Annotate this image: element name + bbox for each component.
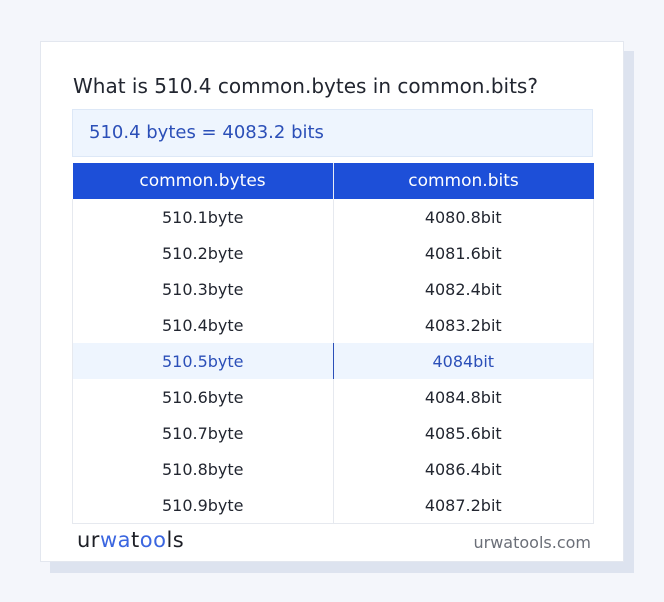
bits-cell: 4082.4bit xyxy=(332,271,594,307)
bytes-cell: 510.9byte xyxy=(72,487,334,524)
bytes-cell: 510.6byte xyxy=(72,379,334,415)
table-row: 510.6byte 4084.8bit xyxy=(72,379,594,415)
bytes-cell: 510.1byte xyxy=(72,199,334,235)
header-bits: common.bits xyxy=(332,163,594,199)
header-bytes: common.bytes xyxy=(72,163,333,199)
question-title: What is 510.4 common.bytes in common.bit… xyxy=(73,74,538,98)
table-row: 510.2byte 4081.6bit xyxy=(72,235,594,271)
table-row: 510.8byte 4086.4bit xyxy=(72,451,594,487)
bytes-cell: 510.7byte xyxy=(72,415,334,451)
bits-cell: 4080.8bit xyxy=(332,199,594,235)
site-link[interactable]: urwatools.com xyxy=(473,533,592,552)
table-row-highlighted: 510.5byte 4084bit xyxy=(72,343,594,379)
conversion-table: common.bytes common.bits 510.1byte 4080.8… xyxy=(72,163,594,524)
result-box: 510.4 bytes = 4083.2 bits xyxy=(72,109,593,157)
bytes-cell: 510.5byte xyxy=(72,343,334,379)
urwatools-logo: urwatools xyxy=(77,528,185,552)
table-row: 510.9byte 4087.2bit xyxy=(72,487,594,524)
bits-cell: 4086.4bit xyxy=(332,451,594,487)
bits-cell: 4083.2bit xyxy=(332,307,594,343)
bits-cell: 4084bit xyxy=(332,343,594,379)
bits-cell: 4081.6bit xyxy=(332,235,594,271)
bits-cell: 4087.2bit xyxy=(332,487,594,524)
bits-cell: 4085.6bit xyxy=(332,415,594,451)
bits-cell: 4084.8bit xyxy=(332,379,594,415)
bytes-cell: 510.2byte xyxy=(72,235,334,271)
bytes-cell: 510.4byte xyxy=(72,307,334,343)
bytes-cell: 510.8byte xyxy=(72,451,334,487)
table-row: 510.4byte 4083.2bit xyxy=(72,307,594,343)
bytes-cell: 510.3byte xyxy=(72,271,334,307)
table-row: 510.1byte 4080.8bit xyxy=(72,199,594,235)
converter-card: What is 510.4 common.bytes in common.bit… xyxy=(40,41,624,562)
table-row: 510.3byte 4082.4bit xyxy=(72,271,594,307)
table-row: 510.7byte 4085.6bit xyxy=(72,415,594,451)
